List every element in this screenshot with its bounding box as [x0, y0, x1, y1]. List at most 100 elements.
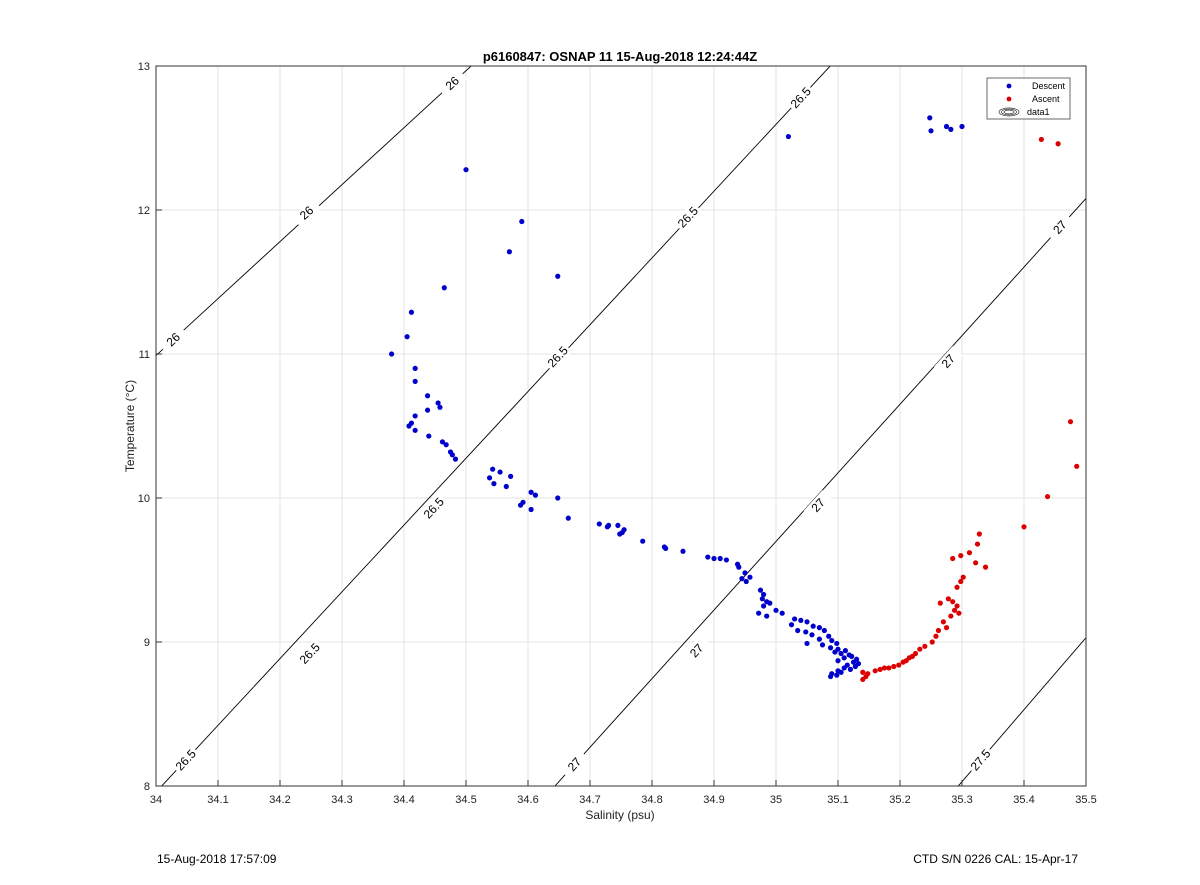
descent-point [412, 413, 418, 419]
contour-line [957, 636, 1086, 786]
data-points [389, 115, 1080, 683]
ascent-point [891, 663, 897, 670]
ascent-point [974, 541, 981, 547]
ascent-point [917, 646, 923, 652]
ascent-point [865, 671, 871, 677]
descent-point [816, 636, 823, 642]
footer-ctd-info: CTD S/N 0226 CAL: 15-Apr-17 [913, 852, 1078, 866]
x-tick-label: 34 [150, 794, 162, 806]
descent-point [596, 521, 602, 527]
descent-point [528, 506, 534, 513]
ascent-point [958, 578, 964, 585]
contour-label-bg [933, 346, 963, 377]
descent-point [408, 420, 415, 426]
ascent-point [945, 596, 951, 602]
legend-ascent-marker [1006, 96, 1012, 102]
x-tick-label: 35.1 [827, 794, 848, 806]
ascent-point [948, 613, 954, 619]
x-tick-label: 34.4 [393, 794, 414, 806]
contour-label-bg [673, 202, 703, 233]
ascent-point [881, 665, 888, 671]
descent-point [841, 665, 847, 671]
legend-ascent-label: Ascent [1032, 94, 1060, 104]
descent-point [426, 433, 432, 439]
descent-point [816, 625, 823, 631]
descent-point [408, 309, 415, 315]
ascent-point [877, 666, 883, 672]
ascent-point [954, 603, 960, 609]
legend-contour-icon [998, 107, 1020, 117]
descent-point [792, 616, 798, 622]
descent-point [849, 653, 855, 660]
contour-label-bg [437, 68, 468, 98]
descent-point [441, 285, 447, 291]
ascent-point [1044, 493, 1051, 500]
descent-point [449, 452, 455, 458]
contour-label-bg [786, 82, 816, 113]
ascent-point [960, 574, 966, 580]
descent-point [463, 167, 469, 173]
descent-point [615, 522, 621, 528]
x-tick-label: 34.1 [207, 794, 228, 806]
descent-point [819, 642, 826, 648]
contour-label-bg [158, 324, 189, 355]
descent-point [761, 603, 767, 609]
descent-point [795, 627, 801, 634]
ascent-point [973, 560, 979, 566]
descent-point [773, 607, 779, 613]
contour-label-bg [171, 745, 201, 776]
contour-label-bg [295, 638, 325, 669]
ascent-point [976, 531, 982, 537]
ascent-point [1021, 524, 1027, 530]
contour-line [554, 197, 1086, 786]
ascent-point [929, 639, 935, 645]
ascent-point [860, 669, 866, 675]
legend-contour-icon [1003, 109, 1015, 115]
x-tick-label: 34.8 [641, 794, 662, 806]
ascent-point [958, 553, 964, 559]
descent-point [742, 570, 748, 576]
descent-point [528, 489, 534, 495]
ascent-point [951, 607, 958, 613]
ascent-point [872, 668, 878, 674]
contour-label-bg [543, 341, 573, 372]
ascent-point [982, 564, 989, 570]
footer-timestamp: 15-Aug-2018 17:57:09 [157, 852, 277, 866]
descent-point [827, 673, 834, 680]
descent-point [834, 672, 840, 678]
contour-label-bg [559, 749, 590, 780]
legend: Descent Ascent data1 [986, 77, 1071, 120]
contour-line [156, 66, 472, 357]
x-tick-label: 34.6 [517, 794, 538, 806]
ascent-point [943, 625, 950, 631]
descent-point [788, 622, 795, 628]
x-tick-label: 34.7 [579, 794, 600, 806]
descent-point [490, 466, 496, 472]
descent-point [761, 591, 767, 598]
ascent-point [1067, 419, 1074, 425]
x-tick-label: 35.2 [889, 794, 910, 806]
descent-point [739, 576, 745, 582]
descent-point [852, 663, 858, 670]
descent-point [486, 475, 493, 481]
descent-point [809, 632, 815, 638]
descent-point [680, 548, 686, 554]
descent-point [928, 128, 934, 134]
descent-point [617, 531, 623, 537]
descent-point [785, 133, 792, 140]
descent-point [803, 629, 809, 635]
descent-point [508, 473, 514, 479]
ascent-point [912, 650, 919, 657]
descent-point [747, 574, 753, 580]
ascent-point [922, 643, 928, 649]
descent-point [743, 578, 749, 585]
ascent-point [1055, 141, 1061, 147]
ascent-point [1074, 463, 1080, 469]
descent-point [764, 613, 770, 619]
descent-point [847, 666, 854, 672]
descent-point [517, 502, 524, 508]
descent-point [404, 334, 410, 340]
ascent-point [937, 600, 943, 606]
contour-label-bg [419, 493, 449, 524]
x-tick-label: 34.5 [455, 794, 476, 806]
